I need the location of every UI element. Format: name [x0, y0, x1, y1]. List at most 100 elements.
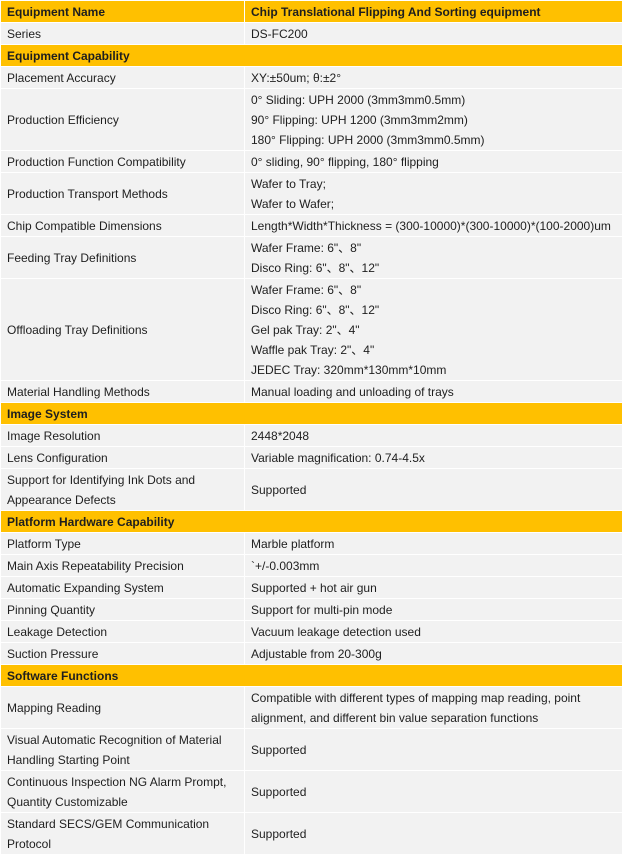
spec-value-line: `+/-0.003mm — [251, 558, 320, 573]
table-row: Material Handling Methods Manual loading … — [0, 380, 623, 403]
section-title: Software Functions — [0, 664, 623, 687]
section-header: Platform Hardware Capability — [0, 510, 623, 533]
header-row: Equipment Name Chip Translational Flippi… — [0, 0, 623, 23]
table-row: Main Axis Repeatability Precision `+/-0.0… — [0, 554, 623, 577]
section-title: Equipment Capability — [0, 44, 623, 67]
spec-value-line: Adjustable from 20-300g — [251, 646, 382, 661]
spec-value: DS-FC200 — [244, 22, 623, 45]
spec-value: Support for multi-pin mode — [244, 598, 623, 621]
spec-label: Production Efficiency — [0, 88, 245, 151]
spec-value: Compatible with different types of mappi… — [244, 686, 623, 729]
spec-label: Leakage Detection — [0, 620, 245, 643]
spec-value-line: Supported — [251, 482, 307, 497]
spec-label: Lens Configuration — [0, 446, 245, 469]
spec-value: XY:±50um; θ:±2° — [244, 66, 623, 89]
spec-value: Adjustable from 20-300g — [244, 642, 623, 665]
spec-value: Length*Width*Thickness = (300-10000)*(30… — [244, 214, 623, 237]
spec-value-line: Waffle pak Tray: 2"、4" — [251, 342, 375, 357]
spec-label: Production Function Compatibility — [0, 150, 245, 173]
spec-value-line: Wafer Frame: 6"、8" — [251, 282, 362, 297]
table-row: Visual Automatic Recognition of Material… — [0, 728, 623, 771]
table-row: Placement Accuracy XY:±50um; θ:±2° — [0, 66, 623, 89]
table-row: Suction Pressure Adjustable from 20-300g — [0, 642, 623, 665]
spec-label: Standard SECS/GEM Communication Protocol — [0, 812, 245, 855]
spec-value-line: Manual loading and unloading of trays — [251, 384, 454, 399]
spec-label: Support for Identifying Ink Dots and App… — [0, 468, 245, 511]
spec-value: Manual loading and unloading of trays — [244, 380, 623, 403]
spec-value-line: DS-FC200 — [251, 26, 308, 41]
table-row: Platform Type Marble platform — [0, 532, 623, 555]
table-row: Support for Identifying Ink Dots and App… — [0, 468, 623, 511]
spec-value: Supported — [244, 812, 623, 855]
spec-value-line: Support for multi-pin mode — [251, 602, 393, 617]
spec-value: 0° Sliding: UPH 2000 (3mm3mm0.5mm) 90° Fl… — [244, 88, 623, 151]
spec-value: 0° sliding, 90° flipping, 180° flipping — [244, 150, 623, 173]
spec-value-line: Supported — [251, 742, 307, 757]
spec-value-line: Wafer to Wafer; — [251, 196, 335, 211]
spec-label: Production Transport Methods — [0, 172, 245, 215]
header-value: Chip Translational Flipping And Sorting … — [244, 0, 623, 23]
spec-value: Wafer to Tray; Wafer to Wafer; — [244, 172, 623, 215]
table-row: Production Efficiency 0° Sliding: UPH 200… — [0, 88, 623, 151]
spec-label: Mapping Reading — [0, 686, 245, 729]
table-row: Feeding Tray Definitions Wafer Frame: 6"、… — [0, 236, 623, 279]
section-title: Image System — [0, 402, 623, 425]
spec-value-line: Variable magnification: 0.74-4.5x — [251, 450, 425, 465]
spec-value: `+/-0.003mm — [244, 554, 623, 577]
section-header: Software Functions — [0, 664, 623, 687]
spec-value-line: Length*Width*Thickness = (300-10000)*(30… — [251, 218, 611, 233]
spec-label: Offloading Tray Definitions — [0, 278, 245, 381]
spec-value-line: JEDEC Tray: 320mm*130mm*10mm — [251, 362, 447, 377]
table-row: Leakage Detection Vacuum leakage detectio… — [0, 620, 623, 643]
table-row: Offloading Tray Definitions Wafer Frame: … — [0, 278, 623, 381]
spec-value: Wafer Frame: 6"、8" Disco Ring: 6"、8"、12" G… — [244, 278, 623, 381]
spec-label: Feeding Tray Definitions — [0, 236, 245, 279]
spec-label: Continuous Inspection NG Alarm Prompt, Q… — [0, 770, 245, 813]
spec-value-line: 0° Sliding: UPH 2000 (3mm3mm0.5mm) — [251, 92, 466, 107]
spec-label: Visual Automatic Recognition of Material… — [0, 728, 245, 771]
table-row: Chip Compatible Dimensions Length*Width*T… — [0, 214, 623, 237]
spec-value: Variable magnification: 0.74-4.5x — [244, 446, 623, 469]
spec-value-line: Compatible with different types of mappi… — [251, 690, 581, 725]
spec-value-line: Supported — [251, 784, 307, 799]
spec-value: Marble platform — [244, 532, 623, 555]
spec-label: Platform Type — [0, 532, 245, 555]
spec-value-line: 0° sliding, 90° flipping, 180° flipping — [251, 154, 439, 169]
spec-value-line: Supported — [251, 826, 307, 841]
spec-label: Pinning Quantity — [0, 598, 245, 621]
spec-label: Image Resolution — [0, 424, 245, 447]
spec-value: Supported + hot air gun — [244, 576, 623, 599]
header-label: Equipment Name — [0, 0, 245, 23]
spec-value-line: Disco Ring: 6"、8"、12" — [251, 302, 380, 317]
spec-label: Placement Accuracy — [0, 66, 245, 89]
table-row: Continuous Inspection NG Alarm Prompt, Q… — [0, 770, 623, 813]
spec-value-line: 90° Flipping: UPH 1200 (3mm3mm2mm) — [251, 112, 468, 127]
spec-value: 2448*2048 — [244, 424, 623, 447]
spec-value: Supported — [244, 468, 623, 511]
spec-label: Material Handling Methods — [0, 380, 245, 403]
table-row: Image Resolution 2448*2048 — [0, 424, 623, 447]
table-row: Production Function Compatibility 0° slid… — [0, 150, 623, 173]
spec-value-line: Disco Ring: 6"、8"、12" — [251, 260, 380, 275]
spec-label: Chip Compatible Dimensions — [0, 214, 245, 237]
spec-label: Series — [0, 22, 245, 45]
spec-value: Supported — [244, 728, 623, 771]
spec-value-line: 180° Flipping: UPH 2000 (3mm3mm0.5mm) — [251, 132, 485, 147]
spec-value-line: 2448*2048 — [251, 428, 310, 443]
spec-value: Supported — [244, 770, 623, 813]
spec-value-line: Wafer Frame: 6"、8" — [251, 240, 362, 255]
table-row: Mapping Reading Compatible with different… — [0, 686, 623, 729]
table-row: Pinning Quantity Support for multi-pin mo… — [0, 598, 623, 621]
table-row: Standard SECS/GEM Communication Protocol… — [0, 812, 623, 855]
table-row: Production Transport Methods Wafer to Tra… — [0, 172, 623, 215]
spec-label: Automatic Expanding System — [0, 576, 245, 599]
spec-value-line: Vacuum leakage detection used — [251, 624, 421, 639]
spec-value-line: XY:±50um; θ:±2° — [251, 70, 342, 85]
spec-value-line: Marble platform — [251, 536, 335, 551]
spec-value-line: Gel pak Tray: 2"、4" — [251, 322, 360, 337]
spec-label: Main Axis Repeatability Precision — [0, 554, 245, 577]
table-row: Series DS-FC200 — [0, 22, 623, 45]
spec-label: Suction Pressure — [0, 642, 245, 665]
spec-value: Wafer Frame: 6"、8" Disco Ring: 6"、8"、12" — [244, 236, 623, 279]
